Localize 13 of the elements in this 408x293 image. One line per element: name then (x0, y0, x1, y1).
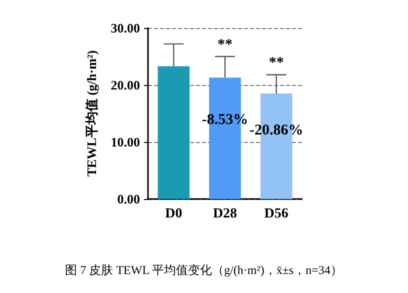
caption: 图 7 皮肤 TEWL 平均值变化（g/(h·m²)，x̄±s，n=34） (65, 263, 342, 277)
y-tick-label: 20.00 (110, 78, 140, 92)
bar (158, 66, 190, 199)
y-tick-label: 10.00 (110, 134, 140, 150)
x-tick-label: D56 (264, 206, 288, 222)
x-tick-label: D28 (212, 206, 238, 222)
x-tick-label: D0 (165, 206, 182, 222)
y-tick-label: 30.00 (110, 20, 140, 36)
y-axis-title: TEWL平均值 (g/h·m²) (84, 50, 99, 177)
annotation: ** (218, 37, 232, 53)
y-tick-label: 0.00 (117, 192, 140, 206)
annotation: ** (268, 55, 284, 72)
annotation: -20.86% (249, 122, 304, 138)
